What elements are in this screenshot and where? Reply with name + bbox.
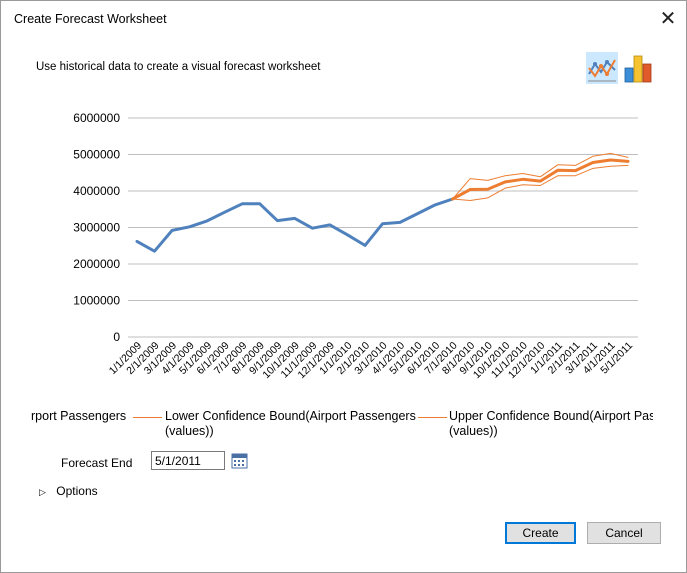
dialog-description: Use historical data to create a visual f… bbox=[36, 61, 321, 73]
y-tick-label: 5000000 bbox=[73, 148, 120, 162]
y-tick-label: 1000000 bbox=[73, 294, 120, 308]
y-tick-label: 2000000 bbox=[73, 257, 120, 271]
legend-item-lower-bound: Lower Confidence Bound(Airport Passenger… bbox=[165, 409, 416, 439]
dialog-title: Create Forecast Worksheet bbox=[14, 12, 167, 26]
title-bar: Create Forecast Worksheet ✕ bbox=[1, 1, 686, 37]
legend-swatch-upper-bound bbox=[418, 417, 447, 418]
calendar-icon[interactable] bbox=[231, 452, 248, 469]
chart-type-selector bbox=[586, 52, 656, 84]
y-tick-label: 4000000 bbox=[73, 184, 120, 198]
line-chart-icon[interactable] bbox=[586, 52, 618, 84]
options-expander[interactable]: ▷ Options bbox=[39, 484, 98, 498]
legend-swatch-lower-bound bbox=[133, 417, 162, 418]
y-tick-label: 6000000 bbox=[73, 111, 120, 125]
legend-label: rport Passengers bbox=[31, 409, 127, 423]
series-line-2 bbox=[452, 164, 629, 201]
series-line-1 bbox=[451, 158, 630, 201]
series-line-0 bbox=[135, 197, 455, 253]
expand-arrow-icon: ▷ bbox=[39, 487, 46, 497]
y-tick-label: 0 bbox=[113, 330, 120, 344]
forecast-end-label: Forecast End bbox=[61, 456, 133, 470]
chart-legend: rport Passengers Lower Confidence Bound(… bbox=[31, 409, 653, 443]
legend-label: Upper Confidence Bound(Airport Pass bbox=[449, 409, 653, 423]
series-line-3 bbox=[452, 152, 629, 200]
legend-item-upper-bound: Upper Confidence Bound(Airport Pass (val… bbox=[449, 409, 653, 439]
y-tick-label: 3000000 bbox=[73, 221, 120, 235]
close-icon[interactable]: ✕ bbox=[659, 8, 677, 30]
legend-label: Lower Confidence Bound(Airport Passenger… bbox=[165, 409, 416, 423]
legend-label: (values)) bbox=[165, 424, 214, 438]
options-label: Options bbox=[56, 484, 98, 498]
legend-label: (values)) bbox=[449, 424, 498, 438]
create-button[interactable]: Create bbox=[505, 522, 576, 544]
forecast-chart: 0 1000000 2000000 3000000 4000000 5000000 6000… bbox=[73, 111, 638, 381]
legend-item-airport-passengers: rport Passengers bbox=[31, 409, 126, 424]
forecast-end-input[interactable] bbox=[151, 451, 225, 470]
cancel-button[interactable]: Cancel bbox=[587, 522, 661, 544]
column-chart-icon[interactable] bbox=[622, 52, 654, 84]
